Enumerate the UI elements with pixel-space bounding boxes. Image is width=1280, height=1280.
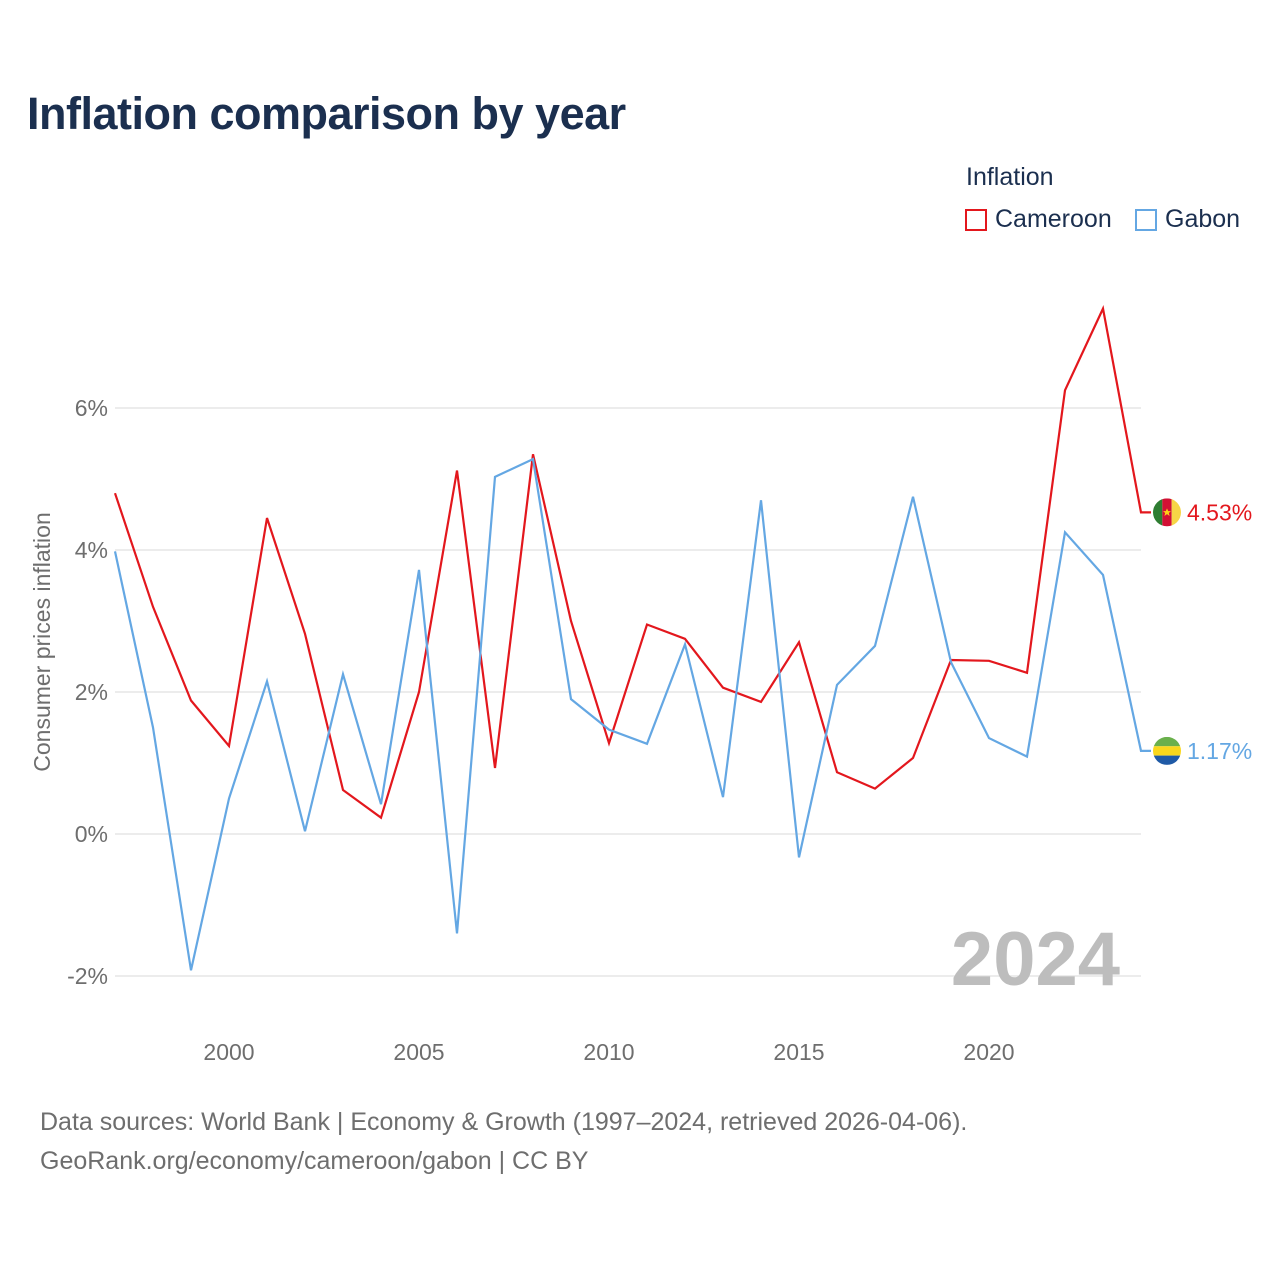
y-tick-label: 2% [75,679,108,705]
gabon-flag-icon [1153,736,1181,765]
y-tick-label: 6% [75,395,108,421]
y-tick-label: -2% [67,963,108,989]
x-tick-label: 2020 [963,1039,1014,1065]
y-axis-ticks: -2% 0% 2% 4% 6% [67,395,108,989]
x-tick-label: 2010 [583,1039,634,1065]
legend-swatch-gabon [1135,208,1157,231]
series-lines [113,305,1151,971]
y-tick-label: 4% [75,537,108,563]
legend-label-gabon: Gabon [1165,205,1241,233]
x-axis-ticks: 2000 2005 2010 2015 2020 [203,1039,1014,1065]
y-tick-label: 0% [75,821,108,847]
cameroon-flag-icon [1153,498,1181,527]
footer-sources: Data sources: World Bank | Economy & Gro… [40,1108,968,1136]
year-watermark: 2024 [951,917,1120,1002]
end-value-label-cameroon: 4.53% [1187,499,1252,525]
series-line-gabon[interactable] [113,457,1151,971]
y-axis-label: Consumer prices inflation [29,512,55,772]
legend-title: Inflation [966,163,1054,191]
end-markers: 4.53% 1.17% [1153,498,1252,765]
gridlines [115,407,1141,977]
x-tick-label: 2000 [203,1039,254,1065]
legend-label-cameroon: Cameroon [995,205,1112,233]
legend-item-gabon[interactable]: Gabon [1135,205,1240,234]
series-line-cameroon[interactable] [113,305,1151,820]
x-tick-label: 2015 [773,1039,824,1065]
footer-credit: GeoRank.org/economy/cameroon/gabon | CC … [40,1147,589,1175]
legend-swatch-cameroon [965,208,987,231]
x-tick-label: 2005 [393,1039,444,1065]
end-value-label-gabon: 1.17% [1187,738,1252,764]
legend-item-cameroon[interactable]: Cameroon [965,205,1112,234]
chart-title: Inflation comparison by year [27,88,626,139]
